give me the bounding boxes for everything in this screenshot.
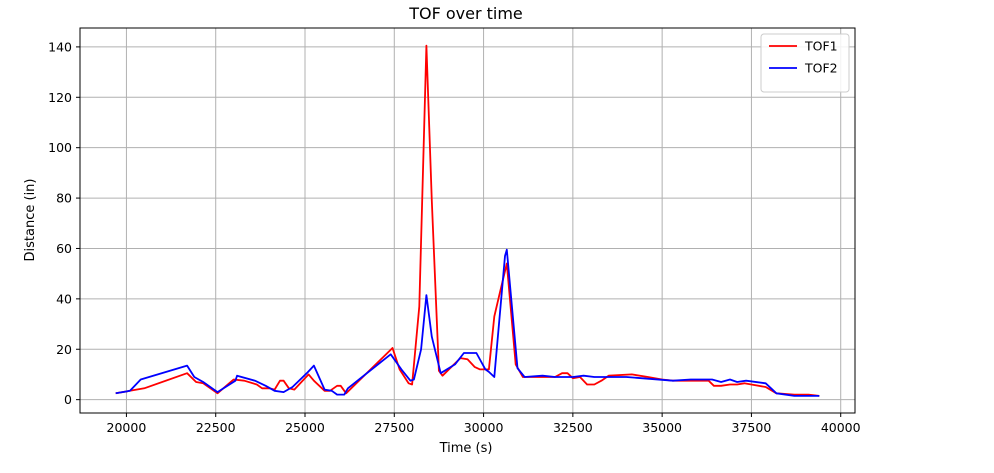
chart-title: TOF over time bbox=[408, 4, 523, 23]
x-tick-label: 22500 bbox=[196, 420, 236, 435]
series-line-tof1 bbox=[115, 44, 820, 397]
x-axis-title: Time (s) bbox=[439, 441, 493, 456]
x-tick-label: 40000 bbox=[821, 420, 861, 435]
x-tick-label: 37500 bbox=[732, 420, 772, 435]
legend-box bbox=[760, 33, 850, 93]
axis-ticks: 20000 22500 25000 27500 30000 32500 35000 37500… bbox=[48, 39, 861, 435]
series-lines bbox=[115, 44, 820, 397]
legend: TOF1 TOF2 bbox=[760, 33, 850, 93]
y-tick-label: 0 bbox=[64, 392, 72, 407]
legend-label-tof2: TOF2 bbox=[804, 61, 838, 76]
legend-label-tof1: TOF1 bbox=[804, 39, 838, 54]
x-tick-label: 25000 bbox=[285, 420, 325, 435]
x-tick-label: 35000 bbox=[642, 420, 682, 435]
grid-lines bbox=[80, 28, 855, 413]
y-tick-label: 100 bbox=[48, 140, 72, 155]
y-tick-label: 120 bbox=[48, 90, 72, 105]
y-tick-label: 80 bbox=[56, 191, 72, 206]
y-tick-label: 40 bbox=[56, 291, 72, 306]
y-tick-label: 20 bbox=[56, 342, 72, 357]
x-tick-label: 27500 bbox=[374, 420, 414, 435]
x-tick-label: 20000 bbox=[107, 420, 147, 435]
y-axis-title: Distance (in) bbox=[23, 179, 38, 262]
y-tick-label: 60 bbox=[56, 241, 72, 256]
x-tick-label: 30000 bbox=[464, 420, 504, 435]
y-tick-label: 140 bbox=[48, 39, 72, 54]
series-line-tof2 bbox=[115, 248, 820, 397]
x-tick-label: 32500 bbox=[553, 420, 593, 435]
plot-frame bbox=[79, 27, 856, 414]
